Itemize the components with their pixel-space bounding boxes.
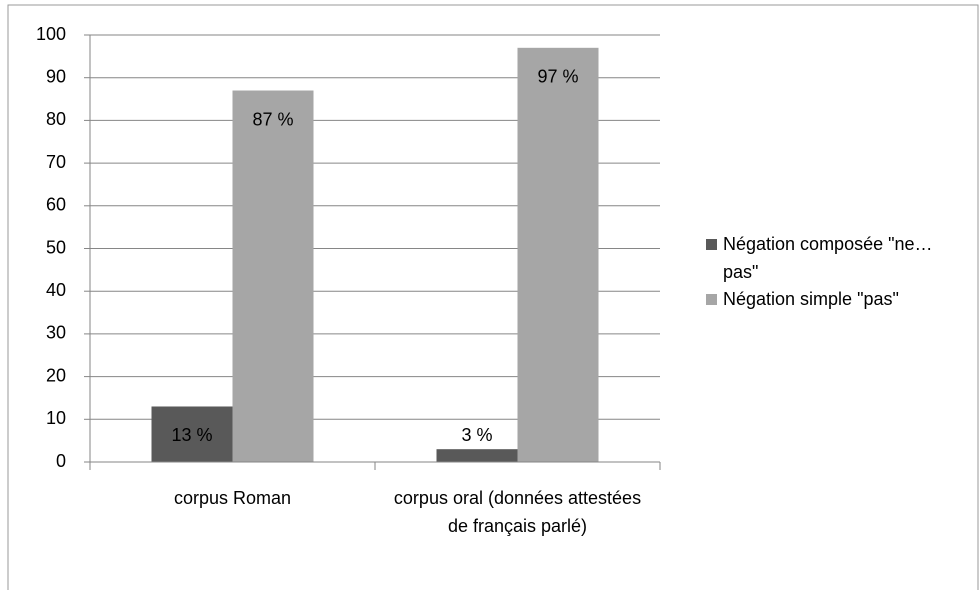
legend-swatch bbox=[706, 239, 717, 250]
bar bbox=[517, 47, 599, 463]
legend-label: Négation simple "pas" bbox=[723, 289, 899, 309]
y-tick-label: 10 bbox=[46, 408, 66, 428]
x-tick-label: corpus Roman bbox=[173, 488, 292, 508]
y-tick-label: 100 bbox=[36, 24, 66, 44]
data-label: 13 % bbox=[171, 425, 212, 445]
y-tick-label: 0 bbox=[56, 451, 66, 471]
legend-label: Négation composée "ne…pas" bbox=[723, 234, 933, 282]
x-tick-label: corpus oral (données attestées de frança… bbox=[393, 488, 642, 536]
data-label: 87 % bbox=[252, 109, 293, 129]
bar bbox=[151, 406, 233, 462]
y-tick-label: 80 bbox=[46, 109, 66, 129]
y-tick-label: 50 bbox=[46, 237, 66, 257]
data-label: 97 % bbox=[537, 67, 578, 87]
y-tick-label: 60 bbox=[46, 195, 66, 215]
data-label: 3 % bbox=[461, 425, 492, 445]
y-tick-label: 70 bbox=[46, 152, 66, 172]
y-tick-label: 30 bbox=[46, 323, 66, 343]
y-tick-label: 20 bbox=[46, 365, 66, 385]
bar bbox=[436, 449, 518, 462]
frame bbox=[7, 4, 979, 590]
y-tick-label: 40 bbox=[46, 280, 66, 300]
y-tick-label: 90 bbox=[46, 66, 66, 86]
legend-swatch bbox=[706, 294, 717, 305]
bar bbox=[232, 90, 314, 462]
